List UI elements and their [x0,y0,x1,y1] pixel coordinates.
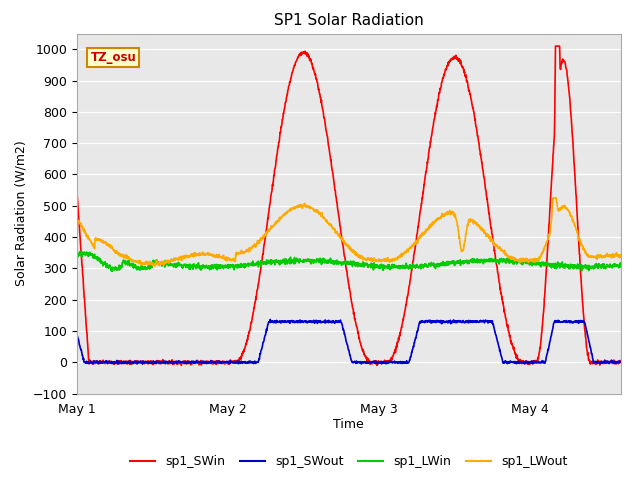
Y-axis label: Solar Radiation (W/m2): Solar Radiation (W/m2) [14,141,27,287]
Legend: sp1_SWin, sp1_SWout, sp1_LWin, sp1_LWout: sp1_SWin, sp1_SWout, sp1_LWin, sp1_LWout [125,450,573,473]
Text: TZ_osu: TZ_osu [90,50,136,63]
X-axis label: Time: Time [333,418,364,431]
Title: SP1 Solar Radiation: SP1 Solar Radiation [274,13,424,28]
